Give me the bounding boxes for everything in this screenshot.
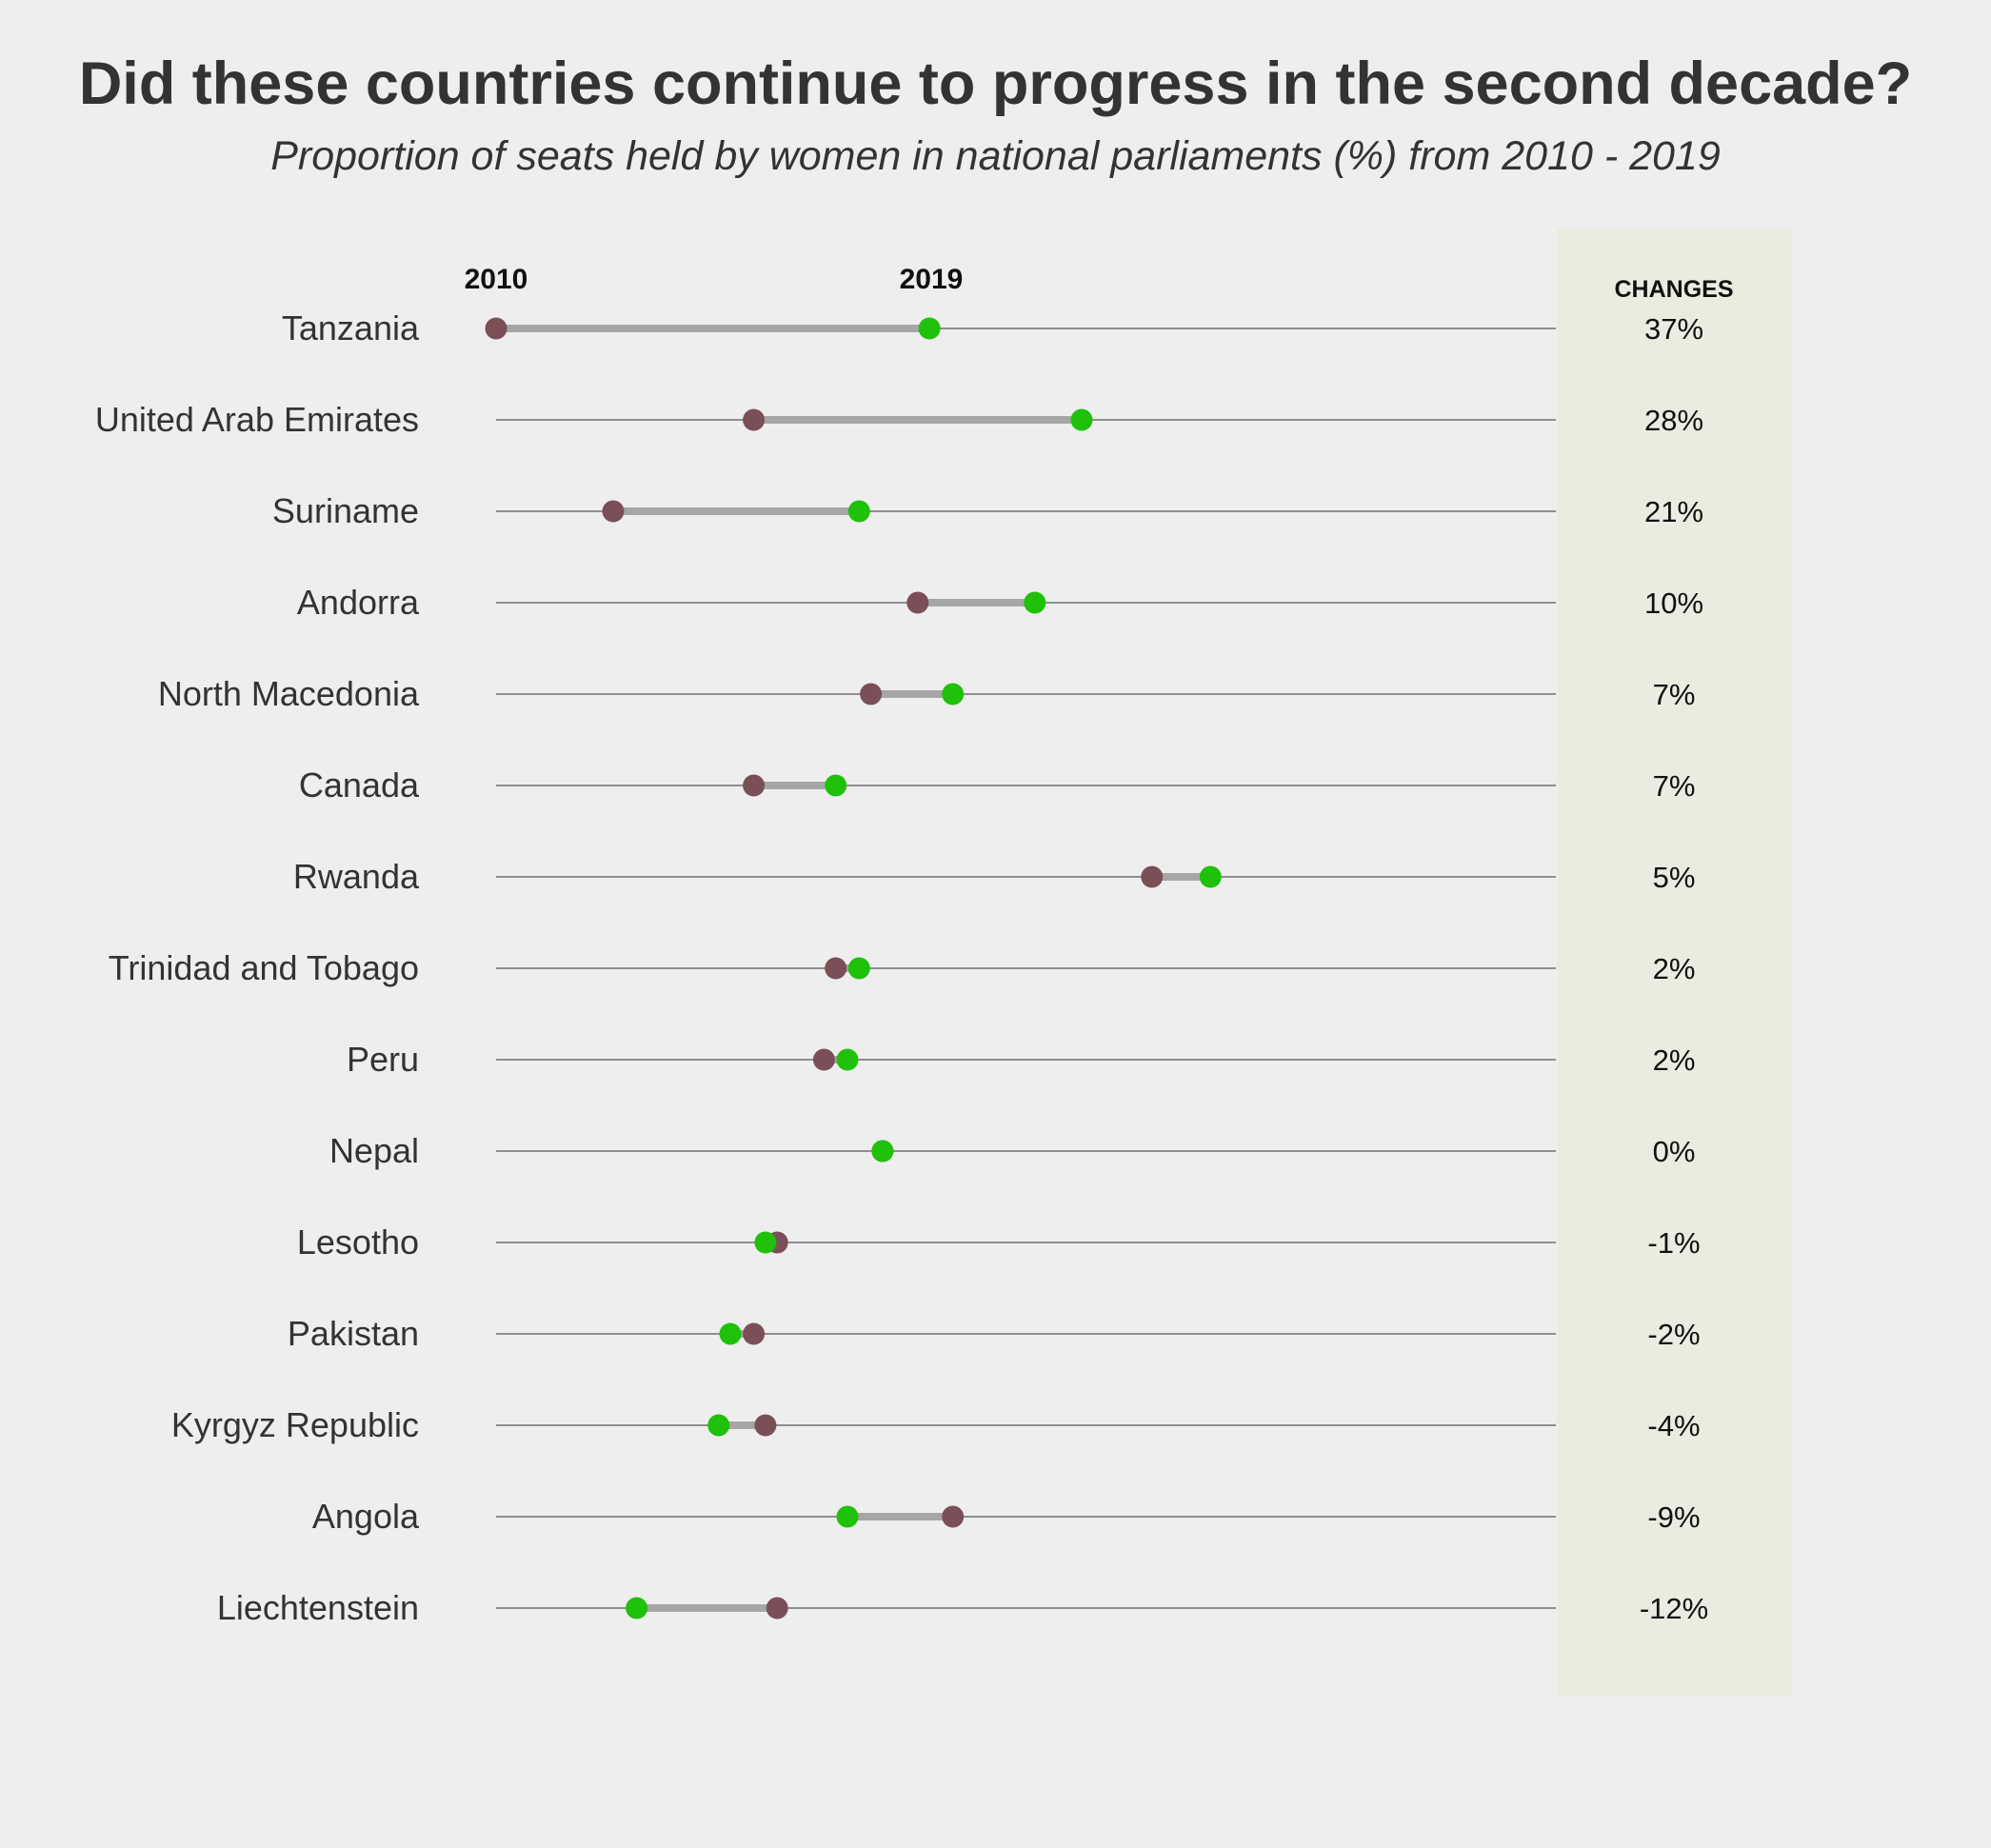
change-value-tanzania: 37% xyxy=(1644,312,1703,346)
country-label-liechtenstein: Liechtenstein xyxy=(217,1588,419,1627)
change-value-pakistan: -2% xyxy=(1647,1318,1700,1351)
point-2019-angola xyxy=(836,1505,859,1528)
point-2019-nepal xyxy=(871,1140,894,1162)
changes-panel xyxy=(1557,229,1792,1697)
point-2019-pakistan xyxy=(719,1322,742,1345)
point-2019-liechtenstein xyxy=(626,1597,648,1619)
point-2010-canada xyxy=(743,774,766,797)
point-2019-north-macedonia xyxy=(942,683,965,705)
change-value-angola: -9% xyxy=(1647,1500,1700,1534)
change-value-kyrgyz-republic: -4% xyxy=(1647,1409,1700,1442)
country-label-trinidad-and-tobago: Trinidad and Tobago xyxy=(109,948,419,987)
point-2019-peru xyxy=(836,1048,859,1071)
change-value-canada: 7% xyxy=(1653,769,1696,803)
series-label-2019: 2019 xyxy=(900,264,964,295)
change-value-lesotho: -1% xyxy=(1647,1226,1700,1260)
change-value-suriname: 21% xyxy=(1644,495,1703,528)
country-label-canada: Canada xyxy=(299,765,420,805)
point-2010-trinidad-and-tobago xyxy=(825,957,847,980)
change-value-united-arab-emirates: 28% xyxy=(1644,404,1703,437)
point-2019-tanzania xyxy=(918,317,941,340)
country-label-peru: Peru xyxy=(347,1040,419,1079)
chart-subtitle: Proportion of seats held by women in nat… xyxy=(270,133,1721,179)
point-2010-rwanda xyxy=(1141,865,1164,888)
change-value-trinidad-and-tobago: 2% xyxy=(1653,952,1696,985)
point-2010-peru xyxy=(812,1048,835,1071)
point-2019-canada xyxy=(825,774,847,797)
series-label-2010: 2010 xyxy=(465,264,528,295)
chart-title: Did these countries continue to progress… xyxy=(78,50,1913,117)
point-2010-pakistan xyxy=(743,1322,766,1345)
country-label-suriname: Suriname xyxy=(272,491,419,530)
point-2019-suriname xyxy=(847,500,870,523)
point-2019-trinidad-and-tobago xyxy=(847,957,870,980)
country-label-united-arab-emirates: United Arab Emirates xyxy=(95,400,419,439)
point-2019-united-arab-emirates xyxy=(1070,408,1093,431)
point-2019-lesotho xyxy=(754,1231,777,1254)
country-label-lesotho: Lesotho xyxy=(297,1222,419,1262)
country-label-rwanda: Rwanda xyxy=(293,857,420,896)
change-value-andorra: 10% xyxy=(1644,586,1703,620)
point-2019-rwanda xyxy=(1199,865,1222,888)
point-2010-kyrgyz-republic xyxy=(754,1414,777,1437)
country-label-north-macedonia: North Macedonia xyxy=(158,674,420,713)
country-label-tanzania: Tanzania xyxy=(282,308,420,348)
country-label-kyrgyz-republic: Kyrgyz Republic xyxy=(171,1405,419,1444)
country-label-angola: Angola xyxy=(312,1497,420,1536)
point-2019-andorra xyxy=(1024,591,1046,614)
point-2010-north-macedonia xyxy=(860,683,883,705)
point-2010-andorra xyxy=(906,591,929,614)
point-2010-liechtenstein xyxy=(766,1597,788,1619)
change-value-peru: 2% xyxy=(1653,1043,1696,1077)
country-label-nepal: Nepal xyxy=(329,1131,419,1170)
changes-header: CHANGES xyxy=(1614,276,1733,303)
change-value-liechtenstein: -12% xyxy=(1640,1592,1708,1625)
point-2010-tanzania xyxy=(485,317,508,340)
point-2010-united-arab-emirates xyxy=(743,408,766,431)
country-label-pakistan: Pakistan xyxy=(288,1314,419,1353)
point-2010-suriname xyxy=(602,500,625,523)
change-value-nepal: 0% xyxy=(1653,1135,1696,1168)
country-label-andorra: Andorra xyxy=(297,583,420,622)
point-2010-angola xyxy=(942,1505,965,1528)
change-value-rwanda: 5% xyxy=(1653,861,1696,894)
point-2019-kyrgyz-republic xyxy=(707,1414,730,1437)
change-value-north-macedonia: 7% xyxy=(1653,678,1696,711)
chart-rows: Tanzania 37% United Arab Emirates 28% Surina… xyxy=(95,308,1708,1627)
